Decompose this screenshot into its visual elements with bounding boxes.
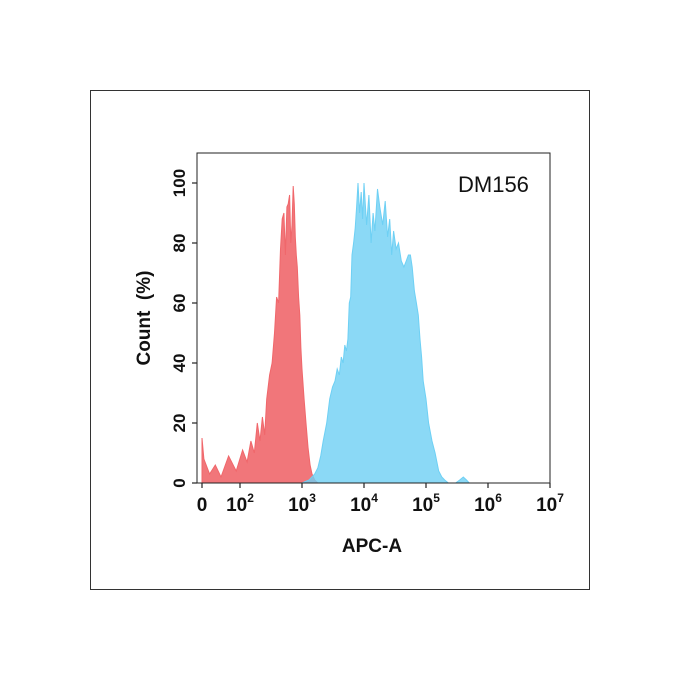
x-tick-label: 103: [288, 491, 316, 516]
y-tick-label: 20: [170, 414, 189, 433]
series-layer: [201, 182, 471, 484]
y-tick-label: 60: [170, 294, 189, 313]
y-tick-label: 40: [170, 354, 189, 373]
y-tick-label: 80: [170, 234, 189, 253]
x-tick-label: 104: [350, 491, 378, 516]
x-tick-label: 107: [536, 491, 564, 516]
ticks-layer: 0 20 40 60 80 100 0 102 103 104 105 106 107: [170, 169, 564, 516]
y-tick-label: 100: [170, 169, 189, 197]
axes-layer: [196, 152, 551, 484]
histogram-series-2: [301, 182, 471, 484]
plot-area-border: [196, 152, 551, 484]
x-tick-label: 0: [197, 495, 208, 516]
x-tick-label: 106: [474, 491, 502, 516]
x-tick-label: 105: [412, 491, 440, 516]
figure-frame: [90, 90, 590, 590]
y-tick-label: 0: [170, 478, 189, 487]
sample-annotation: DM156: [458, 172, 529, 197]
y-axis-label: Count (%): [134, 271, 155, 366]
x-tick-label: 102: [226, 491, 254, 516]
histogram-series-1: [201, 185, 321, 484]
x-axis-label: APC-A: [342, 536, 402, 557]
